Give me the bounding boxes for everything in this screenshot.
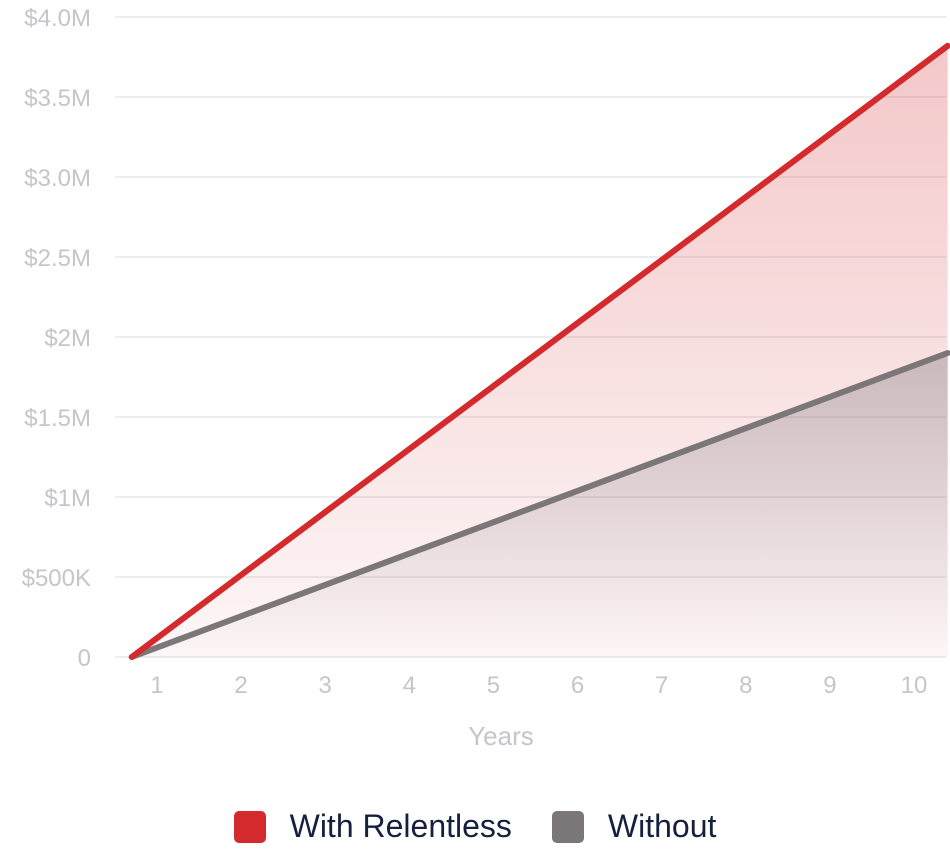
y-tick-label: $1.5M: [24, 405, 91, 432]
y-tick-label: $2M: [44, 325, 91, 352]
x-tick-label: 3: [319, 672, 332, 699]
legend-item-with-relentless[interactable]: With Relentless: [233, 808, 512, 845]
y-tick-label: $1M: [44, 485, 91, 512]
legend-item-without[interactable]: Without: [551, 808, 717, 845]
x-tick-label: 1: [150, 672, 163, 699]
legend-label-without: Without: [607, 808, 717, 844]
series-line-without: [128, 350, 950, 660]
y-tick-label: $4.0M: [24, 5, 91, 32]
x-tick-label: 4: [403, 672, 416, 699]
y-tick-label: $3.5M: [24, 85, 91, 112]
y-tick-label: $2.5M: [24, 245, 91, 272]
y-tick-label: 0: [78, 645, 91, 672]
x-tick-label: 9: [823, 672, 836, 699]
x-tick-label: 8: [739, 672, 752, 699]
legend-swatch-with-relentless: [233, 810, 266, 843]
chart-legend: With Relentless Without: [0, 808, 950, 845]
legend-label-with-relentless: With Relentless: [289, 808, 512, 844]
y-tick-label: $500K: [22, 565, 91, 592]
x-axis-tick-labels: 1 2 3 4 5 6 7 8 9 10: [150, 672, 927, 699]
x-tick-label: 7: [655, 672, 668, 699]
x-tick-label: 10: [901, 672, 928, 699]
y-tick-label: $3.0M: [24, 165, 91, 192]
x-tick-label: 2: [234, 672, 247, 699]
y-axis-tick-labels: 0 $500K $1M $1.5M $2M $2.5M $3.0M $3.5M $4.0M: [22, 5, 91, 672]
legend-swatch-without: [551, 810, 584, 843]
series-line-with-relentless: [128, 42, 950, 660]
area-chart: 0 $500K $1M $1.5M $2M $2.5M $3.0M $3.5M $4.0M 1 2…: [22, 5, 950, 751]
x-tick-label: 6: [571, 672, 584, 699]
x-tick-label: 5: [487, 672, 500, 699]
series-lines: [128, 42, 950, 660]
x-axis-title: Years: [468, 721, 534, 751]
